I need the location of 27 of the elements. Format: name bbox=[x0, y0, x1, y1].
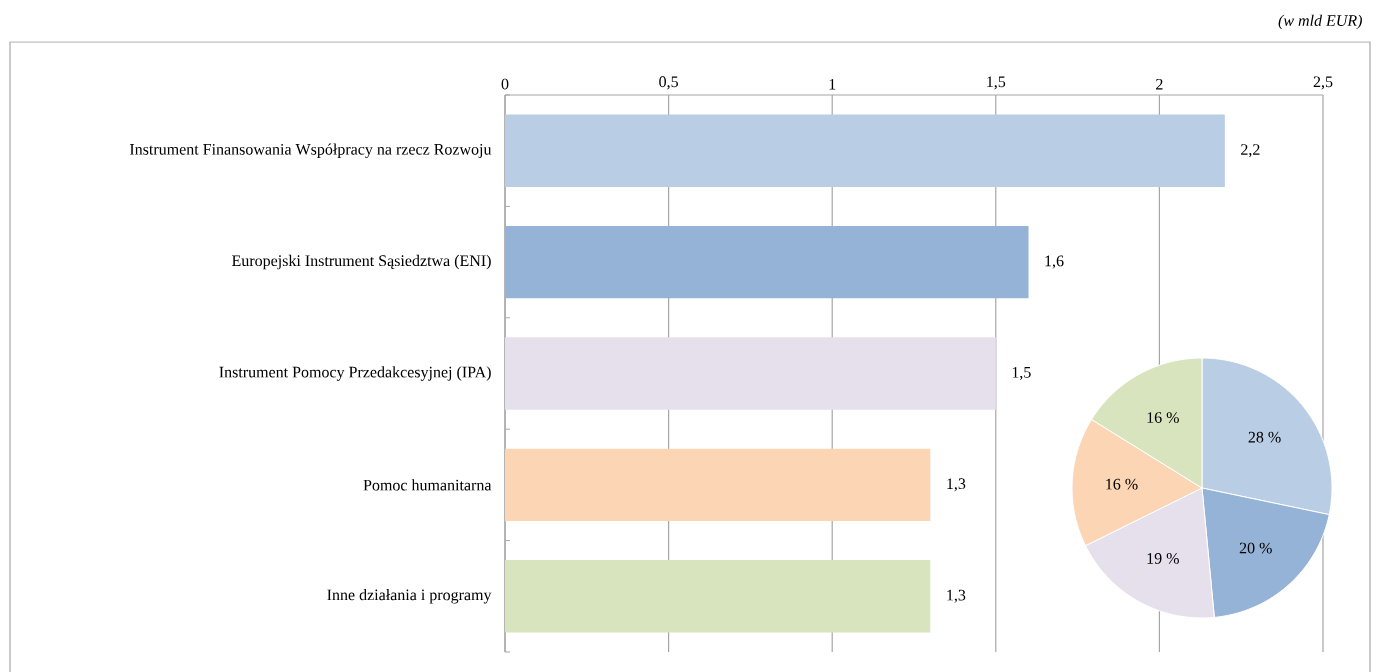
x-tick-label: 2,5 bbox=[1313, 76, 1333, 90]
y-tick-label: Instrument Finansowania Współpracy na rzecz Rozwoju bbox=[129, 143, 492, 158]
text: (w mld EUR) bbox=[1278, 14, 1362, 30]
data-label: 1,6 bbox=[1045, 255, 1064, 269]
data-label: 1,3 bbox=[947, 478, 966, 492]
y-tick-label: Europejski Instrument Sąsiedztwa (ENI) bbox=[232, 254, 491, 270]
data-label: 2,2 bbox=[1241, 144, 1260, 158]
x-tick-label: 1 bbox=[829, 78, 836, 90]
data-label: 1,5 bbox=[1012, 366, 1031, 381]
y-tick-label: Pomoc humanitarna bbox=[363, 479, 492, 491]
x-tick-label: 2 bbox=[1156, 78, 1163, 90]
y-tick-label: Instrument Pomocy Przedakcesyjnej (IPA) bbox=[219, 366, 491, 381]
data-label: 20 % bbox=[1239, 542, 1272, 554]
x-tick-label: 0 bbox=[501, 78, 509, 90]
bar bbox=[505, 225, 1029, 299]
data-label: 19 % bbox=[1147, 553, 1179, 564]
bar bbox=[505, 114, 1225, 187]
bar bbox=[505, 337, 996, 410]
data-label: 16 % bbox=[1147, 412, 1179, 423]
x-tick-label: 0,5 bbox=[659, 76, 678, 90]
y-tick-label: Inne działania i programy bbox=[327, 589, 492, 604]
data-label: 1,3 bbox=[947, 589, 966, 603]
bar bbox=[505, 448, 931, 522]
data-label: 16 % bbox=[1106, 478, 1138, 490]
bar bbox=[505, 560, 931, 633]
data-label: 28 % bbox=[1248, 431, 1281, 443]
x-tick-label: 1,5 bbox=[987, 76, 1006, 90]
